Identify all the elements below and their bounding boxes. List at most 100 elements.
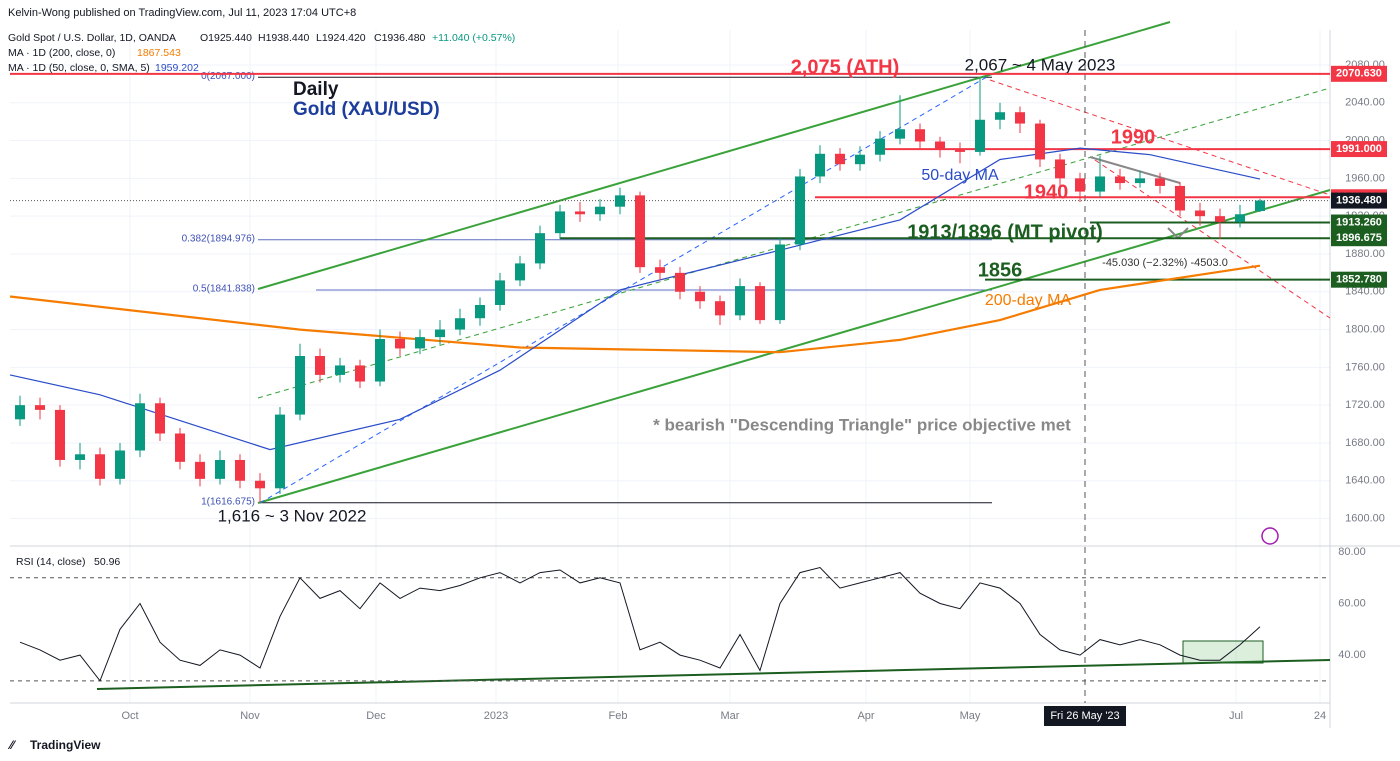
candle-body: [355, 365, 365, 382]
candle-body: [115, 450, 125, 479]
legend-text: Gold Spot / U.S. Dollar, 1D, OANDA: [8, 32, 176, 44]
price-badge-label: 1936.480: [1336, 194, 1382, 206]
rsi-box: [1182, 640, 1264, 664]
annotation: 1990: [1111, 126, 1156, 148]
candle-body: [735, 286, 745, 316]
candle-body: [575, 211, 585, 215]
x-tick-label: Mar: [721, 710, 740, 722]
candle-body: [1075, 178, 1085, 192]
candle-body: [955, 150, 965, 152]
candle-body: [975, 119, 985, 152]
candle-body: [435, 329, 445, 338]
icon: [1261, 527, 1279, 545]
candle-body: [595, 206, 605, 215]
candle-body: [255, 480, 265, 489]
legend-text: H1938.440: [258, 32, 310, 44]
legend-text: MA · 1D (200, close, 0): [8, 47, 115, 59]
candle-body: [755, 286, 765, 321]
annotation: Gold (XAU/USD): [293, 99, 440, 120]
annotation: 1913/1896 (MT pivot): [907, 221, 1103, 243]
annotation: 2,075 (ATH): [791, 56, 900, 78]
legend-text: RSI (14, close): [16, 556, 85, 568]
price-badge: [1331, 214, 1387, 231]
candle-body: [675, 272, 685, 292]
fib-label: 0(2067.000): [201, 71, 255, 82]
legend-text: 1959.202: [155, 62, 199, 74]
y-tick-label: 1760.00: [1345, 361, 1385, 373]
channel-upper: [257, 21, 1171, 290]
price-badge-label: 2070.630: [1336, 68, 1382, 80]
channel-mid: [257, 87, 1331, 399]
candle-body: [375, 339, 385, 382]
candle-body: [1035, 123, 1045, 160]
annotation: * bearish "Descending Triangle" price ob…: [653, 415, 1071, 434]
price-badge: [1331, 141, 1387, 158]
y-tick-label: 1640.00: [1345, 475, 1385, 487]
candle-body: [175, 433, 185, 462]
ma-line: [9, 147, 1261, 451]
price-badge-label: 1991.000: [1336, 143, 1382, 155]
descending-line: [1094, 159, 1331, 319]
candle-body: [155, 403, 165, 434]
candle-body: [995, 112, 1005, 120]
price-badge: [1331, 271, 1387, 288]
candle-body: [1155, 178, 1165, 186]
legend-text: C1936.480: [374, 32, 426, 44]
annotation: 50-day MA: [921, 167, 999, 184]
legend-text: 50.96: [94, 556, 120, 568]
candle-body: [515, 263, 525, 281]
candle-body: [1195, 210, 1205, 217]
x-tick-label: 2023: [484, 710, 508, 722]
annotation: 1,616 ~ 3 Nov 2022: [218, 506, 367, 525]
candle-body: [555, 211, 565, 234]
price-badge: [1331, 192, 1387, 209]
candle-body: [855, 154, 865, 165]
y-tick-label: 1800.00: [1345, 323, 1385, 335]
candle-body: [1115, 176, 1125, 184]
x-tick-label: 24: [1314, 710, 1326, 722]
candle-body: [455, 318, 465, 330]
legend-text: 1867.543: [137, 47, 181, 59]
annotation: 200-day MA: [985, 292, 1072, 309]
date-badge-label: Fri 26 May '23: [1050, 710, 1119, 722]
rsi-tick-label: 40.00: [1338, 649, 1366, 661]
candle-body: [915, 129, 925, 142]
legend-text: +11.040 (+0.57%): [432, 32, 515, 44]
x-tick-label: May: [960, 710, 981, 722]
descending-line: [989, 79, 1331, 196]
candle-body: [615, 195, 625, 207]
candle-body: [55, 409, 65, 460]
candle-body: [655, 267, 665, 273]
candle-body: [235, 459, 245, 481]
rsi-tick-label: 80.00: [1338, 546, 1366, 558]
candle-body: [1095, 176, 1105, 192]
candle-body: [1175, 185, 1185, 211]
x-tick-label: Jul: [1229, 710, 1243, 722]
legend-text: MA · 1D (50, close, 0, SMA, 5): [8, 62, 150, 74]
candle-body: [895, 129, 905, 139]
y-tick-label: 1960.00: [1345, 172, 1385, 184]
fib-label: 0.382(1894.976): [182, 233, 255, 244]
candle-body: [1015, 112, 1025, 124]
candle-body: [35, 405, 45, 410]
candle-body: [715, 301, 725, 316]
ma-line: [9, 264, 1261, 354]
byline: Kelvin-Wong published on TradingView.com…: [8, 7, 356, 19]
y-tick-label: 1680.00: [1345, 437, 1385, 449]
y-tick-label: 1880.00: [1345, 248, 1385, 260]
footer: TradingView: [30, 738, 101, 752]
y-tick-label: 1600.00: [1345, 512, 1385, 524]
candle-body: [1255, 200, 1265, 212]
candle-body: [1055, 159, 1065, 179]
candle-body: [695, 291, 705, 302]
fib-label: 0.5(1841.838): [193, 284, 255, 295]
price-badge: [1331, 65, 1387, 82]
candle-body: [815, 153, 825, 177]
candle-body: [15, 405, 25, 420]
candle-body: [315, 356, 325, 375]
annotation: 1856: [978, 259, 1023, 281]
channel-lower: [257, 189, 1331, 504]
candle-body: [1215, 216, 1225, 222]
